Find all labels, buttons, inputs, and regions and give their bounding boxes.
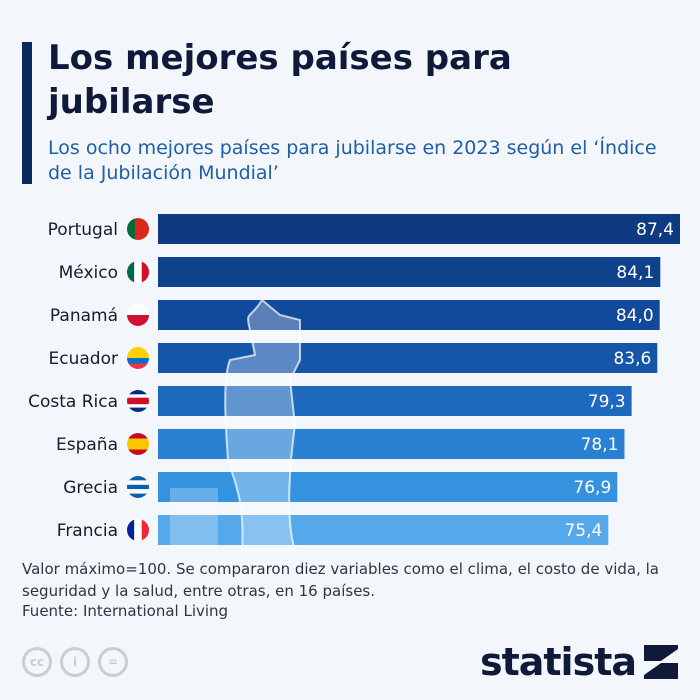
category-label: España xyxy=(56,435,118,455)
portugal-flag-icon xyxy=(127,218,149,240)
ecuador-flag-icon xyxy=(127,347,149,369)
data-label: 84,0 xyxy=(616,306,654,326)
title-accent-bar xyxy=(22,42,32,184)
retiree-silhouette-icon xyxy=(224,298,301,550)
data-label: 84,1 xyxy=(616,263,654,283)
category-label: Grecia xyxy=(63,478,118,498)
bar-portugal xyxy=(158,214,680,244)
bar-costa-rica xyxy=(158,386,632,416)
statista-logo-icon xyxy=(644,645,678,679)
chart-note: Valor máximo=100. Se compararon diez var… xyxy=(22,560,659,600)
statista-logo[interactable]: statista xyxy=(480,640,678,684)
bar-grecia xyxy=(158,472,618,502)
data-label: 87,4 xyxy=(636,220,674,240)
data-label: 78,1 xyxy=(581,435,619,455)
costa-rica-flag-icon xyxy=(127,390,149,412)
creative-commons-icons: cc i = xyxy=(22,647,128,677)
france-flag-icon xyxy=(127,519,149,541)
category-label: Ecuador xyxy=(49,349,118,369)
category-label: México xyxy=(59,263,118,283)
panama-flag-icon xyxy=(127,304,149,326)
bar-francia xyxy=(158,515,609,545)
category-label: Panamá xyxy=(50,306,118,326)
category-label: Francia xyxy=(57,521,118,541)
attribution-icon[interactable]: i xyxy=(60,647,90,677)
data-label: 76,9 xyxy=(573,478,611,498)
no-derivatives-icon[interactable]: = xyxy=(98,647,128,677)
category-label: Portugal xyxy=(48,220,118,240)
suitcase-icon xyxy=(170,488,218,550)
data-label: 75,4 xyxy=(564,521,602,541)
chart-source: Fuente: International Living xyxy=(22,602,229,620)
statista-wordmark: statista xyxy=(479,640,637,684)
cc-icon[interactable]: cc xyxy=(22,647,52,677)
spain-flag-icon xyxy=(127,433,149,455)
bar-chart: 87,4 Portugal 84,1 México 84,0 Panamá 83,6 Ecua… xyxy=(28,214,680,550)
bar-panamá xyxy=(158,300,660,330)
mexico-flag-icon xyxy=(127,261,149,283)
chart-title: Los mejores países para jubilarse xyxy=(48,38,512,122)
category-label: Costa Rica xyxy=(28,392,118,412)
chart-subtitle: Los ocho mejores países para jubilarse e… xyxy=(48,137,657,184)
greece-flag-icon xyxy=(127,476,149,498)
data-label: 79,3 xyxy=(588,392,626,412)
bar-méxico xyxy=(158,257,661,287)
bar-españa xyxy=(158,429,625,459)
data-label: 83,6 xyxy=(613,349,651,369)
